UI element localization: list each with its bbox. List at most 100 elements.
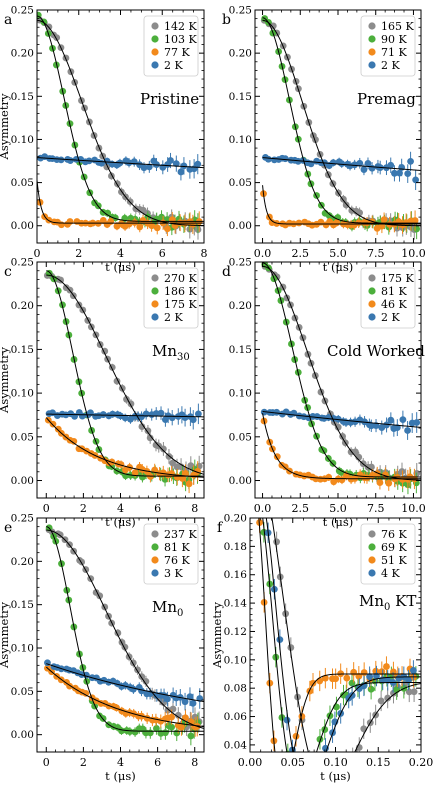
y-tick-label: 0.00 bbox=[11, 729, 34, 741]
data-point-46k bbox=[376, 479, 384, 486]
legend-marker bbox=[151, 313, 159, 321]
legend-label: 71 K bbox=[381, 46, 407, 59]
x-tick-label: 2 bbox=[75, 247, 82, 260]
x-tick-label: 8 bbox=[191, 756, 198, 769]
data-point-4k bbox=[315, 762, 322, 769]
y-axis-label: Asymmetry bbox=[0, 347, 11, 414]
legend-label: 186 K bbox=[164, 285, 197, 298]
data-point-46k bbox=[281, 463, 289, 471]
data-point-2k bbox=[264, 155, 272, 163]
x-tick-label: 6 bbox=[154, 756, 161, 769]
data-point-51k bbox=[360, 669, 368, 676]
legend-marker bbox=[151, 274, 159, 282]
fit-curve bbox=[262, 185, 421, 225]
y-axis-label: Asymmetry bbox=[0, 93, 11, 160]
fit-curve bbox=[262, 265, 421, 481]
legend-label: 81 K bbox=[164, 541, 190, 554]
data-point-4k bbox=[295, 771, 302, 778]
y-tick-label: 0.05 bbox=[11, 431, 34, 443]
x-tick-label: 0.15 bbox=[366, 756, 391, 769]
data-point-3k bbox=[181, 698, 189, 706]
data-point-2k bbox=[398, 164, 406, 171]
data-point-4k bbox=[283, 716, 291, 724]
x-tick-label: 0.0 bbox=[254, 247, 272, 260]
data-point-175k bbox=[70, 437, 78, 445]
y-tick-label: 0.08 bbox=[224, 683, 247, 695]
data-point-76k bbox=[321, 786, 328, 793]
x-tick-label: 0.05 bbox=[281, 756, 306, 769]
legend-label: 142 K bbox=[164, 20, 197, 33]
data-point-2k bbox=[181, 414, 189, 422]
y-tick-label: 0.15 bbox=[11, 91, 34, 103]
legend: 237 K81 K76 K3 K bbox=[143, 523, 199, 585]
legend-label: 76 K bbox=[381, 528, 407, 541]
legend-label: 2 K bbox=[164, 311, 183, 324]
data-point-270k bbox=[138, 423, 146, 430]
y-tick-label: 0.10 bbox=[229, 134, 252, 146]
data-point-4k bbox=[366, 673, 373, 681]
data-point-2k bbox=[189, 416, 197, 424]
panel-title: Mn0 KT bbox=[359, 592, 416, 613]
fit-curve bbox=[37, 157, 204, 169]
x-tick-label: 8 bbox=[201, 247, 208, 260]
x-tick-label: 4 bbox=[117, 756, 124, 769]
data-point-2k bbox=[356, 159, 364, 167]
legend-label: 51 K bbox=[381, 554, 407, 567]
y-tick-label: 0.10 bbox=[229, 388, 252, 400]
data-point-2k bbox=[281, 155, 289, 163]
x-tick-label: 7.5 bbox=[367, 247, 385, 260]
data-point-51k bbox=[355, 672, 363, 680]
fit-curve bbox=[45, 417, 204, 478]
y-tick-label: 0.20 bbox=[229, 300, 252, 312]
x-tick-label: 4 bbox=[117, 247, 124, 260]
legend-marker bbox=[151, 569, 159, 577]
y-tick-label: 0.05 bbox=[11, 686, 34, 698]
legend-marker bbox=[368, 313, 376, 321]
data-point-175k bbox=[131, 469, 139, 477]
data-point-76k bbox=[327, 790, 334, 797]
panel-letter: c bbox=[4, 264, 12, 280]
data-point-51k bbox=[343, 674, 351, 682]
data-point-76k bbox=[182, 714, 189, 722]
fit-curve bbox=[37, 15, 204, 222]
y-tick-label: 0.20 bbox=[11, 556, 34, 568]
x-tick-label: 5.0 bbox=[329, 247, 347, 260]
fit-curve bbox=[262, 262, 421, 478]
legend-marker bbox=[368, 22, 376, 30]
y-tick-label: 0.15 bbox=[11, 599, 34, 611]
legend-marker bbox=[151, 530, 159, 538]
panel-letter: b bbox=[222, 12, 231, 28]
y-tick-label: 0.00 bbox=[229, 220, 252, 232]
data-point-175k bbox=[182, 469, 189, 477]
data-point-4k bbox=[405, 676, 412, 684]
data-point-2k bbox=[399, 416, 407, 424]
data-point-2k bbox=[413, 419, 421, 426]
x-tick-label: 10.0 bbox=[401, 247, 426, 260]
data-point-237k bbox=[164, 706, 172, 714]
data-point-175k bbox=[398, 468, 406, 475]
data-point-165k bbox=[342, 201, 350, 209]
legend-box bbox=[360, 523, 416, 585]
data-point-175k bbox=[355, 453, 363, 461]
legend-label: 46 K bbox=[381, 298, 407, 311]
data-point-77k bbox=[148, 222, 156, 230]
fit-curves bbox=[258, 518, 421, 752]
data-point-2k bbox=[412, 176, 420, 184]
data-point-2k bbox=[157, 409, 165, 417]
fit-curves bbox=[45, 526, 204, 732]
legend-marker bbox=[368, 556, 376, 564]
data-point-81k bbox=[146, 729, 154, 737]
data-point-4k bbox=[322, 744, 329, 752]
y-tick-label: 0.12 bbox=[224, 626, 247, 638]
fit-curves bbox=[262, 17, 421, 227]
fit-curves bbox=[262, 262, 421, 481]
legend-box bbox=[360, 15, 416, 77]
data-point-4k bbox=[256, 474, 263, 481]
legend-box bbox=[143, 523, 199, 585]
fit-curve bbox=[258, 518, 421, 752]
data-point-77k bbox=[58, 221, 65, 229]
y-tick-label: 0.20 bbox=[11, 300, 34, 312]
legend-label: 3 K bbox=[164, 567, 183, 580]
